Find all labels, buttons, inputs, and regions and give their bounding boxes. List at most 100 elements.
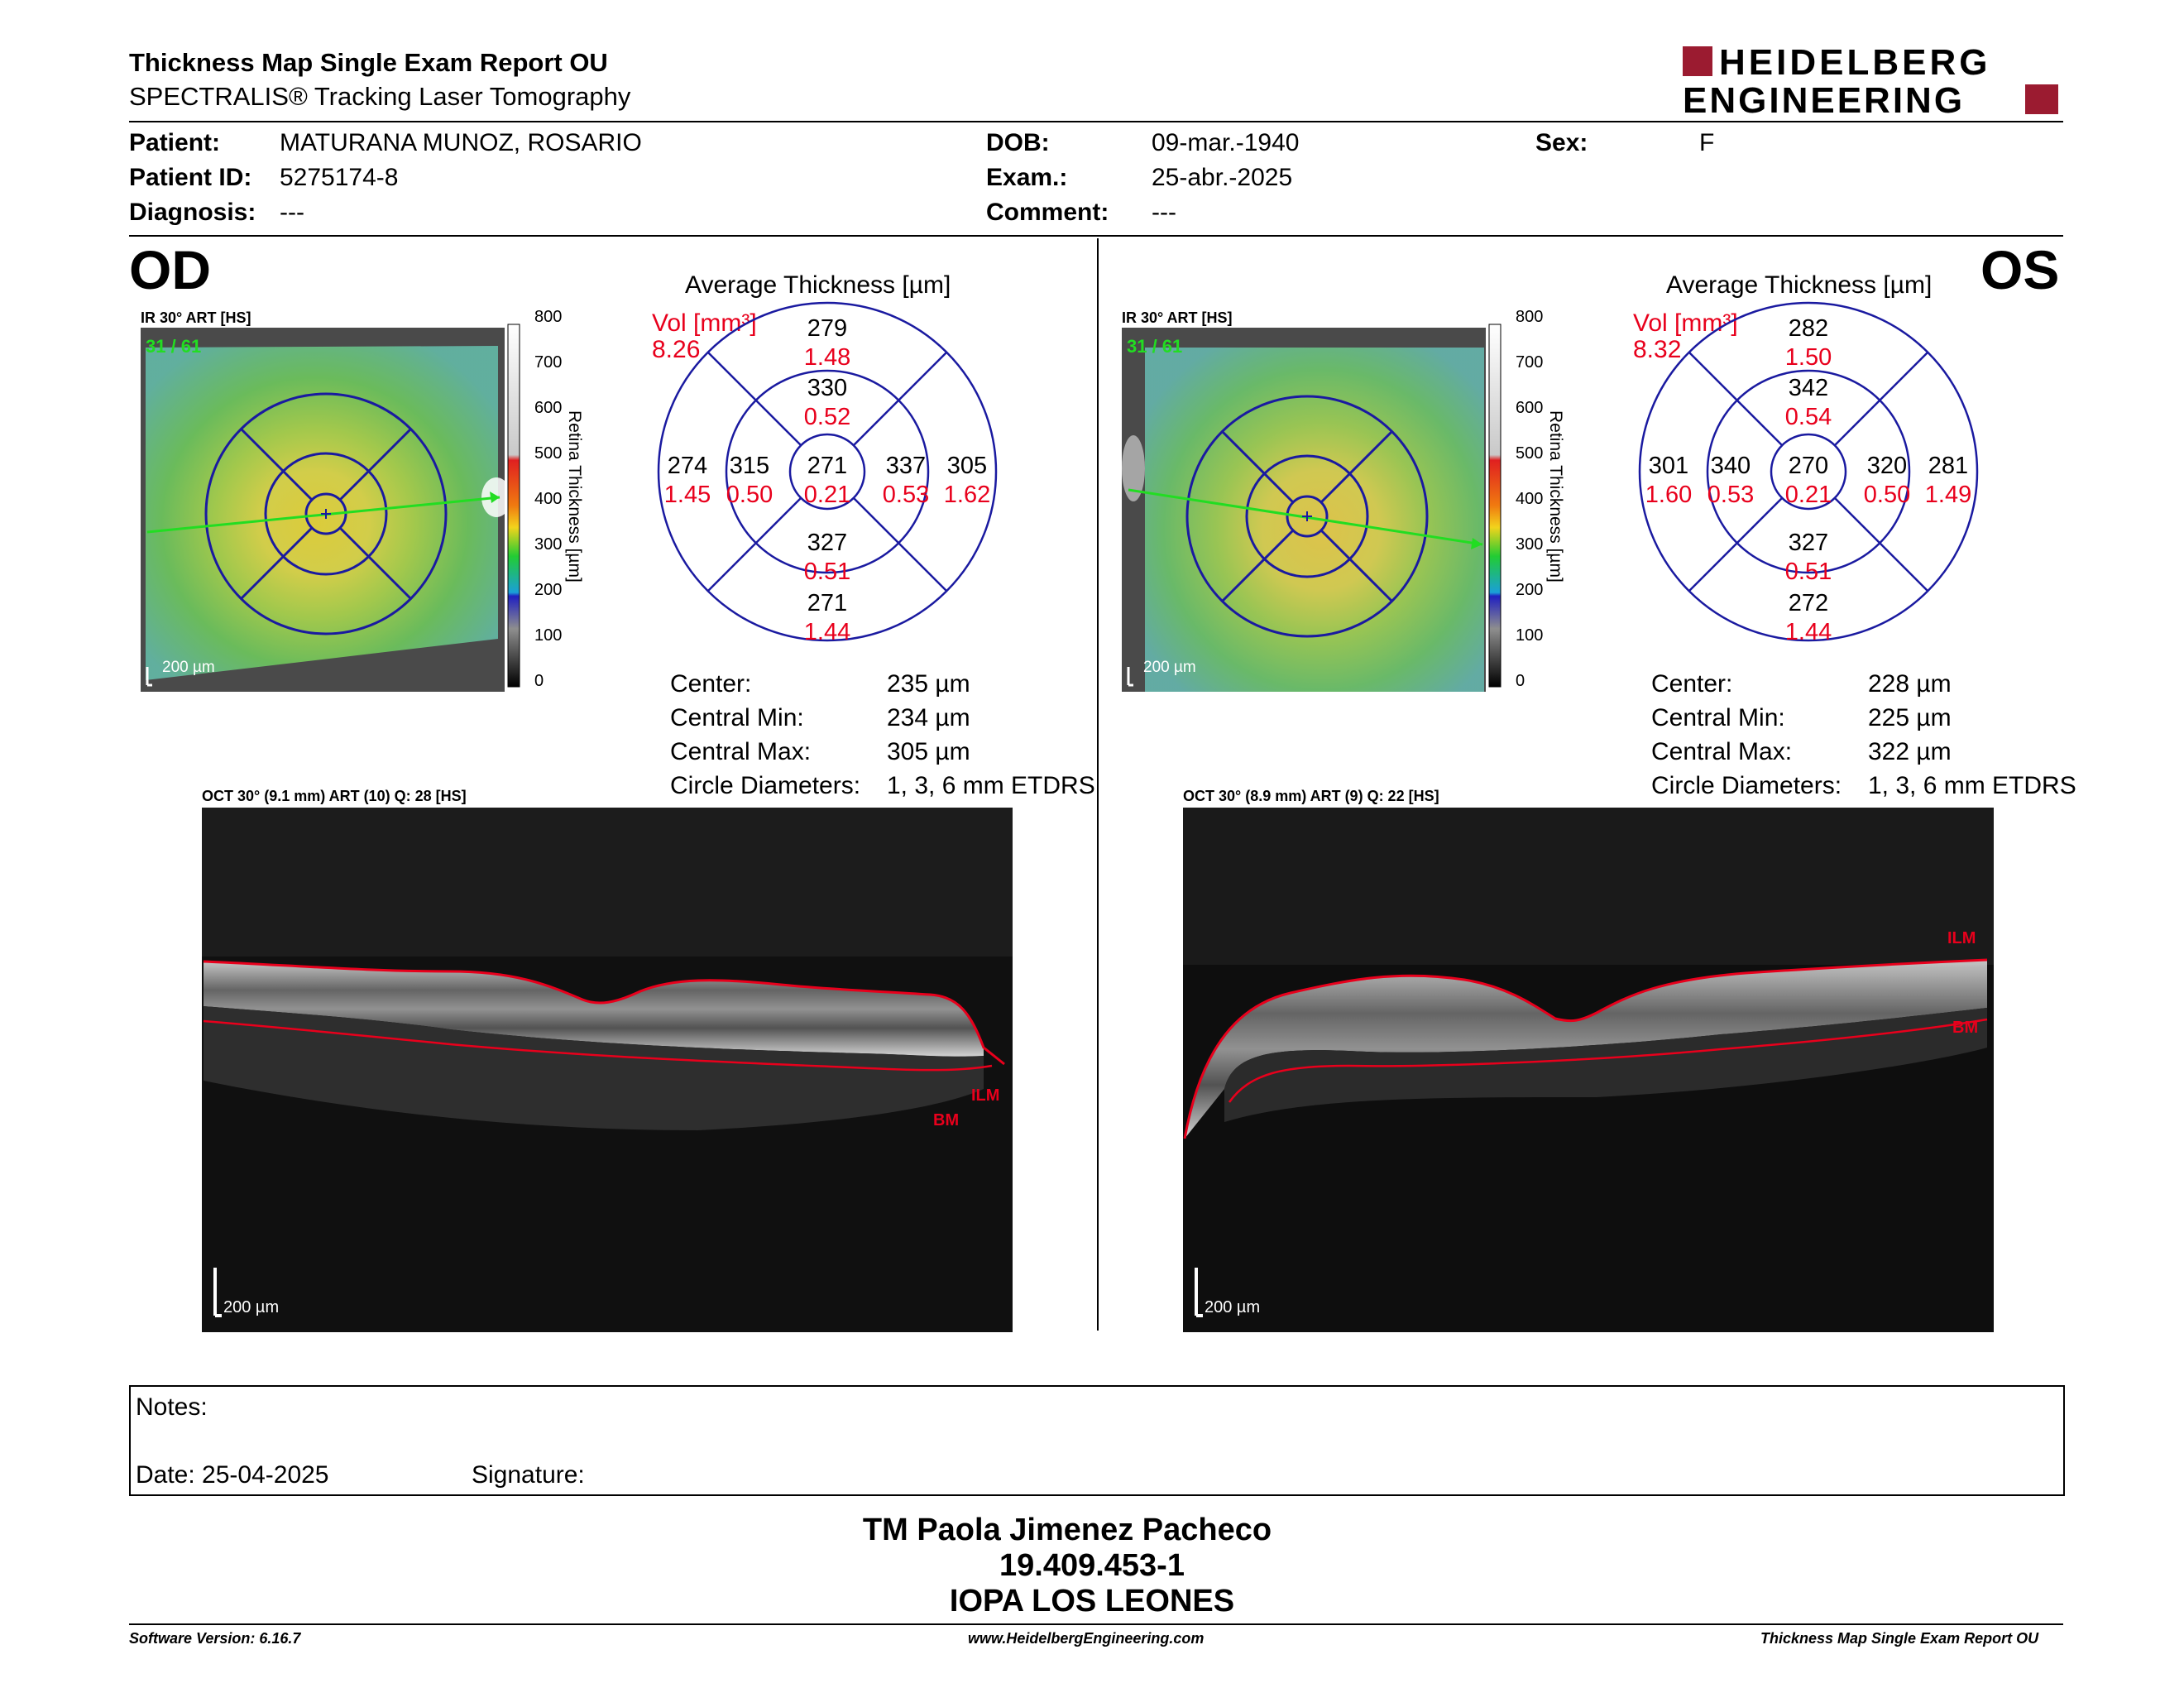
os-ilm-label: ILM xyxy=(1947,929,1976,947)
notes-box[interactable]: Notes: Date: 25-04-2025 Signature: xyxy=(129,1385,2065,1496)
od-colorbar-label: Retina Thickness [µm] xyxy=(565,410,584,583)
os-oct-label: OCT 30° (8.9 mm) ART (9) Q: 22 [HS] xyxy=(1183,788,1439,804)
dob-value: 09-mar.-1940 xyxy=(1152,129,1300,156)
od-tick: 300 xyxy=(534,535,563,554)
os-center-vol: 0.21 xyxy=(1785,482,1832,508)
exam-label: Exam.: xyxy=(986,164,1068,191)
os-avg-title: Average Thickness [µm] xyxy=(1666,271,1933,299)
od-bm-label: BM xyxy=(933,1111,959,1129)
footer-website[interactable]: www.HeidelbergEngineering.com xyxy=(968,1630,1205,1647)
od-outer-top: 279 xyxy=(807,315,847,342)
od-inner-left-vol: 0.50 xyxy=(726,482,773,508)
os-tick: 0 xyxy=(1516,672,1525,690)
os-outer-top: 282 xyxy=(1789,315,1828,342)
os-inner-left-vol: 0.53 xyxy=(1707,482,1754,508)
sex-value: F xyxy=(1699,129,1715,156)
od-outer-right-vol: 1.62 xyxy=(944,482,990,508)
od-center-label: Center: xyxy=(670,670,752,698)
patient-id-value: 5275174-8 xyxy=(280,164,399,191)
os-outer-right: 281 xyxy=(1928,453,1968,479)
os-center-label: Center: xyxy=(1651,670,1733,698)
od-max-value: 305 µm xyxy=(887,738,970,765)
signature-label: Signature: xyxy=(472,1461,585,1489)
od-vol-value: 8.26 xyxy=(652,336,701,363)
od-oct-scale: 200 µm xyxy=(223,1298,279,1316)
os-inner-right-vol: 0.50 xyxy=(1864,482,1910,508)
od-tick: 700 xyxy=(534,353,563,372)
sex-label: Sex: xyxy=(1535,129,1588,156)
os-tick: 300 xyxy=(1516,535,1544,554)
od-diam-value: 1, 3, 6 mm ETDRS xyxy=(887,772,1095,799)
od-tick: 600 xyxy=(534,399,563,417)
os-colorbar-label: Retina Thickness [µm] xyxy=(1546,410,1565,583)
os-bm-label: BM xyxy=(1952,1019,1978,1037)
os-tick: 800 xyxy=(1516,308,1544,326)
os-tick: 200 xyxy=(1516,581,1544,599)
od-eye-label: OD xyxy=(129,239,211,300)
od-vol-label: Vol [mm³] xyxy=(652,309,757,337)
os-diam-label: Circle Diameters: xyxy=(1651,772,1842,799)
od-colorbar xyxy=(506,319,597,692)
od-map-scale: 200 µm xyxy=(162,659,215,676)
od-diam-label: Circle Diameters: xyxy=(670,772,861,799)
os-tick: 700 xyxy=(1516,353,1544,372)
diagnosis-label: Diagnosis: xyxy=(129,199,256,226)
od-frame-label: 31 / 61 xyxy=(146,336,201,357)
os-outer-bottom: 272 xyxy=(1789,590,1828,616)
signer-org: IOPA LOS LEONES xyxy=(949,1584,1235,1618)
od-oct-label: OCT 30° (9.1 mm) ART (10) Q: 28 [HS] xyxy=(202,788,467,804)
patient-label: Patient: xyxy=(129,129,221,156)
os-thickness-map: 31 / 61 200 µm xyxy=(1122,328,1486,692)
os-inner-right: 320 xyxy=(1867,453,1907,479)
od-outer-left-vol: 1.45 xyxy=(664,482,711,508)
os-center: 270 xyxy=(1789,453,1828,479)
patient-value: MATURANA MUNOZ, ROSARIO xyxy=(280,129,642,156)
od-etdrs-grid: 279 1.48 330 0.52 274 1.45 315 0.50 271 … xyxy=(654,298,1001,645)
od-tick: 800 xyxy=(534,308,563,326)
os-outer-left: 301 xyxy=(1649,453,1688,479)
os-oct-bscan: ILM BM 200 µm xyxy=(1183,808,1994,1332)
os-inner-left: 340 xyxy=(1711,453,1751,479)
os-min-value: 225 µm xyxy=(1868,704,1952,731)
footer-report: Thickness Map Single Exam Report OU xyxy=(1760,1630,2039,1647)
os-map-scale: 200 µm xyxy=(1143,659,1196,676)
od-outer-bottom: 271 xyxy=(807,590,847,616)
comment-label: Comment: xyxy=(986,199,1109,226)
report-title: Thickness Map Single Exam Report OU xyxy=(129,48,608,77)
report-subtitle: SPECTRALIS® Tracking Laser Tomography xyxy=(129,82,631,111)
os-vol-label: Vol [mm³] xyxy=(1633,309,1738,337)
heidelberg-logo: HEIDELBERG ENGINEERING xyxy=(1681,42,2062,121)
notes-label: Notes: xyxy=(136,1393,208,1421)
od-avg-title: Average Thickness [µm] xyxy=(685,271,951,299)
od-inner-right: 337 xyxy=(886,453,926,479)
od-outer-right: 305 xyxy=(947,453,987,479)
od-center-value: 235 µm xyxy=(887,670,970,698)
os-max-value: 322 µm xyxy=(1868,738,1952,765)
od-tick: 0 xyxy=(534,672,544,690)
od-tick: 100 xyxy=(534,626,563,645)
footer-version: Software Version: 6.16.7 xyxy=(129,1630,301,1647)
signer-name: TM Paola Jimenez Pacheco xyxy=(862,1513,1272,1547)
patient-id-label: Patient ID: xyxy=(129,164,252,191)
od-oct-bscan: ILM BM 200 µm xyxy=(202,808,1013,1332)
logo-line1: HEIDELBERG xyxy=(1719,45,1990,83)
os-outer-bottom-vol: 1.44 xyxy=(1785,619,1832,645)
os-colorbar xyxy=(1487,319,1578,692)
od-inner-bottom-vol: 0.51 xyxy=(804,559,850,585)
od-thickness-map: 31 / 61 200 µm xyxy=(141,328,511,692)
od-max-label: Central Max: xyxy=(670,738,812,765)
od-inner-right-vol: 0.53 xyxy=(883,482,929,508)
os-max-label: Central Max: xyxy=(1651,738,1793,765)
od-tick: 400 xyxy=(534,490,563,508)
os-etdrs-grid: 282 1.50 342 0.54 301 1.60 340 0.53 270 … xyxy=(1635,298,1982,645)
os-vol-value: 8.32 xyxy=(1633,336,1682,363)
od-inner-bottom: 327 xyxy=(807,530,847,556)
os-outer-top-vol: 1.50 xyxy=(1785,344,1832,371)
od-tick: 200 xyxy=(534,581,563,599)
od-center-vol: 0.21 xyxy=(804,482,850,508)
od-inner-top-vol: 0.52 xyxy=(804,404,850,430)
diagnosis-value: --- xyxy=(280,199,304,226)
signature-block: TM Paola Jimenez Pacheco 19.409.453-1 IO… xyxy=(0,1513,2184,1619)
od-ir-label: IR 30° ART [HS] xyxy=(141,309,251,326)
od-outer-top-vol: 1.48 xyxy=(804,344,850,371)
